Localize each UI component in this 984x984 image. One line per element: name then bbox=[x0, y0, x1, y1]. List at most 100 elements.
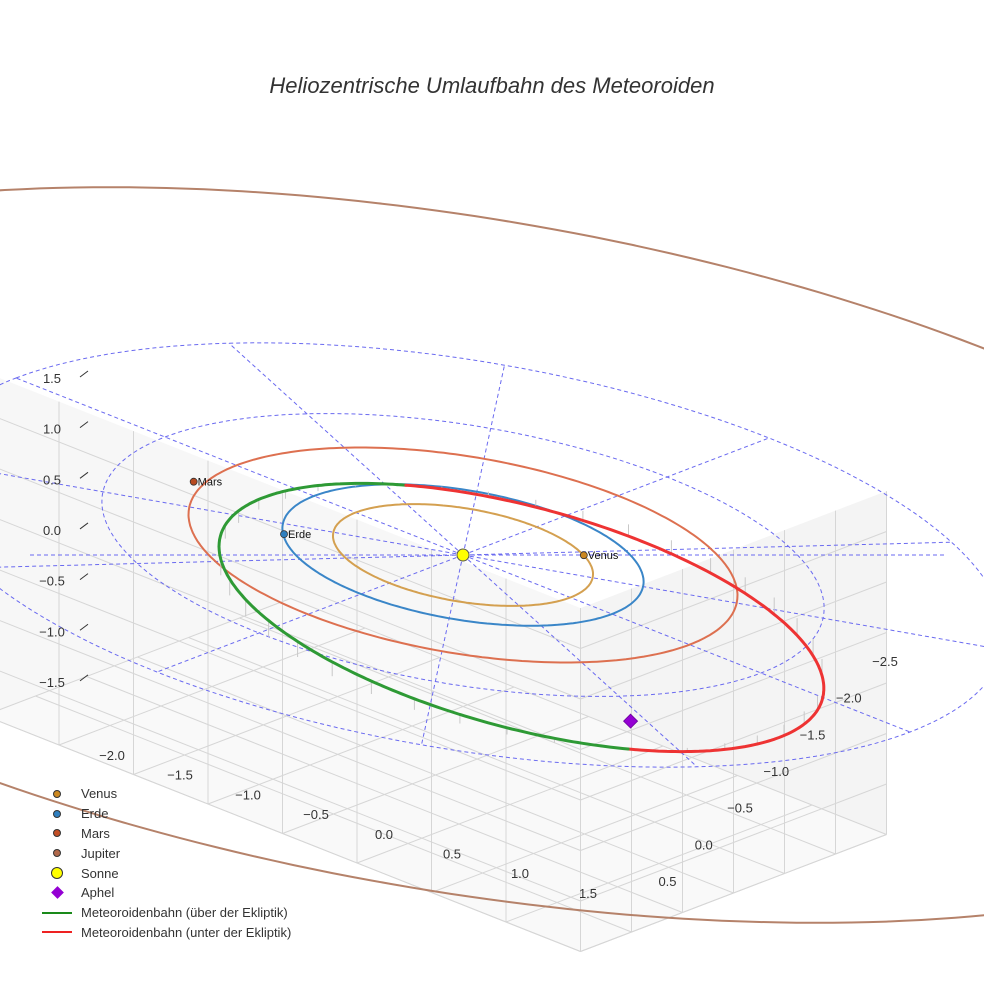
grid-line bbox=[580, 783, 887, 902]
z-tick-label: −1.5 bbox=[39, 675, 65, 690]
legend-label: Aphel bbox=[81, 885, 115, 901]
legend-symbol bbox=[38, 807, 76, 821]
z-tick-mark bbox=[79, 421, 89, 429]
grid-line bbox=[137, 656, 734, 894]
ecliptic-spoke bbox=[421, 554, 464, 745]
legend-symbol bbox=[38, 906, 76, 920]
planet-label-mars: Mars bbox=[198, 477, 223, 489]
ecliptic-spoke bbox=[156, 554, 464, 673]
legend-item[interactable]: Venus bbox=[38, 784, 291, 804]
y-tick-label: −2.0 bbox=[836, 691, 862, 706]
legend-symbol bbox=[38, 846, 76, 860]
z-tick-label: 1.5 bbox=[43, 371, 61, 386]
z-tick-label: −1.0 bbox=[39, 624, 65, 639]
dot-swatch bbox=[53, 829, 61, 838]
grid-line bbox=[188, 637, 785, 874]
x-tick-label: −1.0 bbox=[235, 787, 261, 802]
ecliptic-spoke bbox=[462, 554, 698, 768]
line-swatch bbox=[42, 911, 72, 914]
legend-label: Meteoroidenbahn (unter der Ekliptik) bbox=[81, 924, 292, 940]
ecliptic-spoke bbox=[462, 365, 505, 556]
x-tick-label: 1.0 bbox=[511, 866, 529, 881]
ecliptic-reference-grid bbox=[0, 342, 984, 768]
z-tick-label: 1.0 bbox=[43, 422, 61, 437]
z-tick-mark bbox=[79, 370, 89, 378]
grid-line bbox=[0, 620, 581, 851]
big-swatch bbox=[51, 867, 63, 880]
legend-label: Venus bbox=[81, 786, 118, 802]
legend-item[interactable]: Mars bbox=[38, 824, 291, 844]
legend-item[interactable]: Jupiter bbox=[38, 843, 291, 863]
legend-label: Jupiter bbox=[81, 845, 121, 861]
z-tick-label: 0.0 bbox=[43, 523, 61, 538]
planet-marker-erde bbox=[280, 530, 288, 539]
orbit-erde bbox=[281, 483, 645, 627]
legend-symbol bbox=[38, 826, 76, 840]
orbit-venus bbox=[332, 503, 594, 607]
z-tick-mark bbox=[79, 573, 89, 580]
y-tick-label: −1.0 bbox=[763, 764, 789, 779]
legend-symbol bbox=[38, 866, 76, 880]
legend-symbol bbox=[38, 925, 76, 939]
ecliptic-spoke bbox=[462, 554, 984, 647]
line-swatch bbox=[42, 931, 72, 934]
x-tick-label: −0.5 bbox=[303, 807, 329, 822]
x-tick-label: 0.0 bbox=[375, 827, 393, 842]
z-tick-mark bbox=[79, 471, 89, 479]
z-tick-mark bbox=[79, 674, 89, 682]
legend-item[interactable]: Sonne bbox=[38, 863, 291, 883]
axis-ticks: 1.5 1.0 0.5 0.0 −0.5 −1.0 −1.5 −2.0 −1.5 −1.0 −0.5… bbox=[39, 370, 898, 901]
aphel-marker bbox=[623, 713, 639, 729]
pane-floor bbox=[0, 598, 887, 952]
planet-marker-venus bbox=[579, 551, 588, 560]
chart-title: Heliozentrische Umlaufbahn des Meteoroid… bbox=[269, 73, 715, 98]
markers: Venus Erde Mars bbox=[189, 477, 639, 729]
ecliptic-spoke bbox=[15, 377, 464, 556]
grid-line bbox=[580, 632, 887, 750]
grid-line bbox=[580, 531, 887, 649]
meteoroid-orbit bbox=[217, 481, 826, 754]
legend: Venus Erde Mars Jupiter Sonne Aphel Meteoroide… bbox=[38, 784, 291, 942]
legend-item[interactable]: Erde bbox=[38, 804, 291, 824]
planet-marker-mars bbox=[189, 477, 198, 486]
grid-line bbox=[0, 569, 581, 801]
y-tick-label: −1.5 bbox=[800, 727, 826, 742]
ecliptic-spoke bbox=[0, 473, 464, 556]
y-tick-label: 0.5 bbox=[658, 874, 676, 889]
ecliptic-spoke bbox=[462, 541, 952, 556]
legend-item[interactable]: Meteoroidenbahn (unter der Ekliptik) bbox=[38, 923, 291, 943]
axes-panes bbox=[0, 378, 887, 952]
grid-line bbox=[580, 581, 887, 700]
dot-swatch bbox=[53, 789, 61, 798]
legend-label: Sonne bbox=[81, 865, 119, 881]
meteoroid-orbit-below bbox=[404, 483, 826, 754]
ecliptic-spoke bbox=[228, 342, 464, 556]
legend-label: Mars bbox=[81, 825, 110, 841]
y-tick-label: −0.5 bbox=[727, 801, 753, 816]
ecliptic-ring bbox=[0, 342, 984, 768]
legend-item[interactable]: Meteoroidenbahn (über der Ekliptik) bbox=[38, 903, 291, 923]
meteoroid-orbit-above bbox=[217, 481, 630, 751]
z-tick-label: −0.5 bbox=[39, 574, 65, 589]
grid-line bbox=[35, 695, 632, 933]
z-tick-mark bbox=[79, 522, 89, 530]
z-tick-mark bbox=[79, 623, 89, 631]
grid-line bbox=[0, 721, 581, 952]
grid-line bbox=[86, 676, 683, 913]
planet-orbits bbox=[0, 186, 984, 924]
diamond-swatch bbox=[50, 886, 64, 900]
legend-item[interactable]: Aphel bbox=[38, 883, 291, 903]
legend-label: Meteoroidenbahn (über der Ekliptik) bbox=[81, 905, 288, 921]
x-tick-label: 0.5 bbox=[443, 847, 461, 862]
grid-line bbox=[0, 468, 581, 700]
grid-line bbox=[290, 598, 887, 835]
dot-swatch bbox=[53, 849, 61, 858]
z-tick-label: 0.5 bbox=[43, 472, 61, 487]
x-tick-label: −1.5 bbox=[167, 768, 193, 783]
planet-label-erde: Erde bbox=[288, 529, 311, 541]
planet-label-venus: Venus bbox=[588, 550, 619, 562]
grid-line bbox=[0, 670, 581, 902]
ecliptic-spoke bbox=[462, 554, 911, 733]
legend-symbol bbox=[38, 787, 76, 801]
